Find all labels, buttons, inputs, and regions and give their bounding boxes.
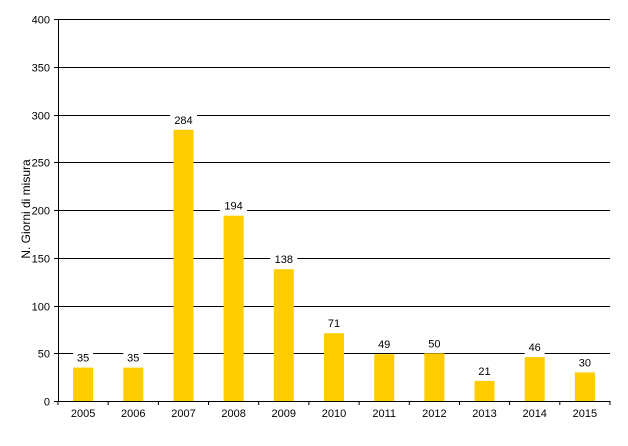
bar-2008 [223,215,244,401]
x-tick-label-2005: 2005 [71,408,95,420]
bar-2005 [73,367,94,401]
bar-2009 [273,269,294,401]
data-label-bg [324,317,344,331]
x-tick-label-2011: 2011 [372,408,396,420]
data-label-bg [474,364,495,378]
y-tick-labels: 0 50 100 150 200 250 300 350 400 [32,15,50,409]
data-label-2012: 50 [428,338,440,350]
data-label-2014: 46 [529,342,541,354]
bars [73,129,595,402]
y-tick-label: 400 [32,15,50,27]
y-tick-label: 150 [32,254,50,266]
data-label-2008: 194 [224,201,242,213]
data-label-bg [73,351,94,365]
y-tick-label: 350 [32,63,50,75]
data-label-bg [374,338,395,352]
x-tick-label-2010: 2010 [322,408,346,420]
bar-2010 [324,333,344,401]
y-tick-label: 300 [32,111,50,123]
axes [54,19,611,405]
x-tick-label-2012: 2012 [422,408,446,420]
x-tick-label-2006: 2006 [121,408,145,420]
data-label-2005: 35 [77,353,89,365]
data-label-bg [424,337,445,351]
bar-2013 [474,380,495,401]
data-label-bg [270,253,298,267]
bar-2006 [123,367,144,401]
x-tick-label-2009: 2009 [272,408,296,420]
data-label-2013: 21 [478,366,490,378]
x-tick-labels: 2005 2006 2007 2008 2009 2010 2011 2012 2013 2014… [71,408,597,420]
bar-2015 [574,372,595,401]
y-tick-label: 50 [38,349,50,361]
bar-2012 [424,353,445,402]
data-label-2007: 284 [174,115,192,127]
x-tick-label-2007: 2007 [171,408,195,420]
bar-2011 [374,354,395,401]
data-labels: 35 35 284 194 138 71 49 50 21 46 30 [73,113,595,378]
x-tick-label-2014: 2014 [522,408,546,420]
y-tick-label: 100 [32,302,50,314]
data-label-bg [220,199,248,213]
data-label-2011: 49 [378,339,390,351]
data-label-2006: 35 [127,353,139,365]
bar-2007 [173,129,194,402]
y-tick-label: 250 [32,158,50,170]
y-tick-label: 200 [32,206,50,218]
x-tick-label-2015: 2015 [573,408,597,420]
x-tick-label-2013: 2013 [472,408,496,420]
data-label-bg [524,341,545,355]
bar-2014 [524,357,545,401]
data-label-bg [170,113,197,127]
data-label-bg [574,356,595,370]
y-tick-label: 0 [44,397,50,409]
gridlines [58,19,610,354]
data-label-bg [123,351,144,365]
data-label-2009: 138 [275,254,293,266]
x-tick-label-2008: 2008 [221,408,245,420]
data-label-2010: 71 [328,318,340,330]
y-axis-title: N. Giorni di misura [19,159,33,259]
data-label-2015: 30 [579,357,591,369]
